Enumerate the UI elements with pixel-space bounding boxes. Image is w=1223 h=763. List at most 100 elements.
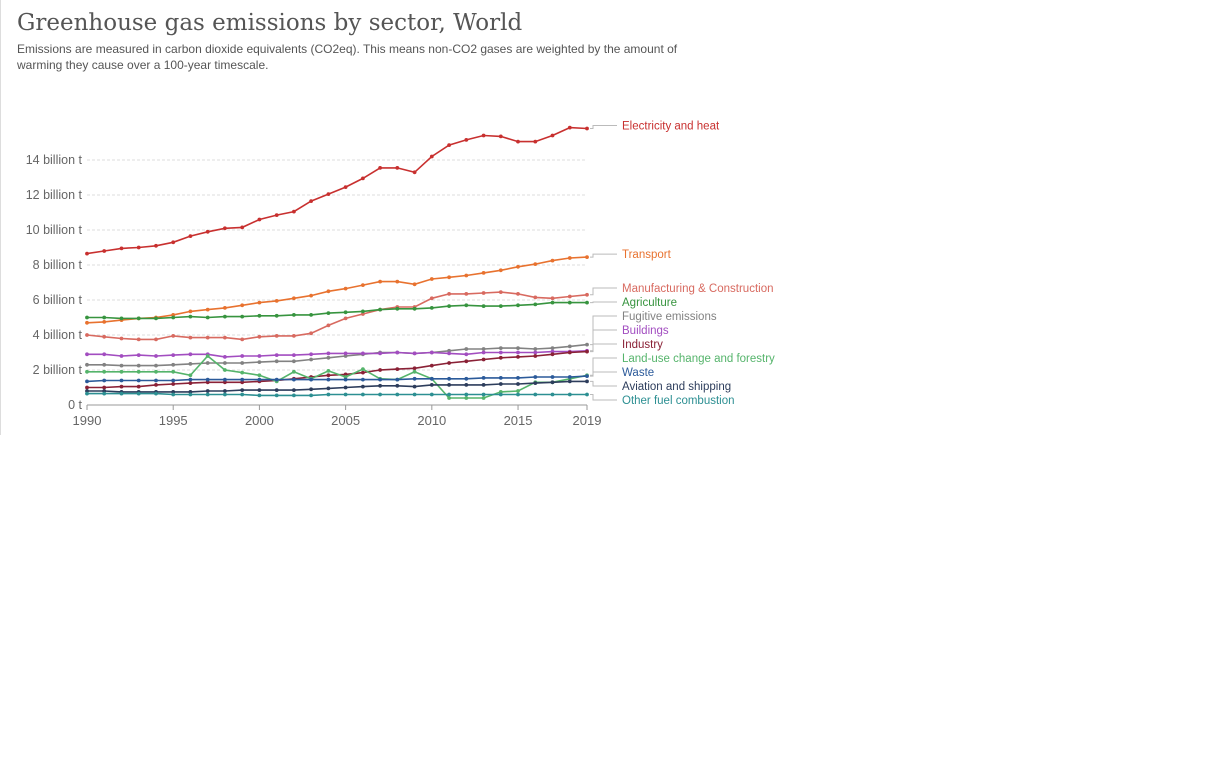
data-point-waste: [533, 375, 538, 379]
data-point-transport: [585, 255, 589, 259]
data-point-waste: [154, 378, 158, 383]
data-point-fugitive-emissions: [292, 359, 296, 364]
data-point-aviation-and-shipping: [188, 390, 193, 394]
data-point-manufacturing-construction: [498, 290, 503, 294]
data-point-other-fuel-combustion: [550, 392, 555, 397]
data-point-transport: [429, 277, 434, 281]
data-point-industry: [240, 380, 245, 385]
data-point-transport: [223, 306, 227, 310]
series-line-electricity-and-heat: [86, 126, 588, 255]
data-point-land-use-change-and-forestry: [154, 369, 158, 374]
data-point-fugitive-emissions: [274, 359, 279, 364]
data-point-industry: [464, 359, 469, 364]
data-point-aviation-and-shipping: [464, 383, 469, 387]
data-point-waste: [429, 376, 434, 381]
data-point-electricity-and-heat: [585, 126, 589, 131]
series-label-transport: Transport: [622, 249, 672, 261]
data-point-agriculture: [585, 300, 589, 305]
data-point-aviation-and-shipping: [361, 384, 365, 389]
series-line-aviation-and-shipping: [87, 380, 587, 393]
data-point-buildings: [240, 354, 245, 358]
data-point-fugitive-emissions: [188, 362, 193, 366]
data-point-other-fuel-combustion: [240, 392, 245, 397]
data-point-transport: [464, 273, 469, 278]
data-point-buildings: [429, 350, 434, 355]
data-point-waste: [171, 378, 176, 383]
data-point-other-fuel-combustion: [171, 392, 176, 397]
data-point-waste: [481, 376, 486, 380]
data-point-agriculture: [205, 315, 210, 320]
data-point-other-fuel-combustion: [464, 392, 469, 397]
y-tick-label: 10 billion t: [26, 223, 83, 237]
data-point-aviation-and-shipping: [481, 383, 486, 387]
label-connector: [590, 380, 617, 387]
data-point-land-use-change-and-forestry: [412, 369, 417, 374]
data-point-electricity-and-heat: [378, 166, 382, 170]
data-point-electricity-and-heat: [343, 185, 348, 190]
data-point-agriculture: [361, 309, 365, 314]
data-point-agriculture: [343, 310, 348, 315]
data-point-buildings: [309, 352, 313, 357]
data-point-aviation-and-shipping: [533, 381, 538, 385]
data-point-agriculture: [171, 315, 176, 320]
data-point-agriculture: [481, 304, 486, 308]
data-point-electricity-and-heat: [481, 133, 486, 138]
data-point-manufacturing-construction: [585, 292, 589, 297]
series-label-other-fuel-combustion: Other fuel combustion: [622, 395, 735, 407]
data-point-electricity-and-heat: [171, 240, 176, 245]
data-point-manufacturing-construction: [447, 292, 451, 296]
data-point-waste: [85, 379, 89, 384]
data-point-other-fuel-combustion: [154, 391, 158, 396]
data-point-aviation-and-shipping: [585, 379, 589, 384]
data-point-agriculture: [309, 313, 313, 317]
label-connector: [590, 357, 617, 376]
y-tick-label: 12 billion t: [26, 188, 83, 202]
data-point-waste: [550, 375, 555, 379]
data-point-manufacturing-construction: [119, 336, 124, 341]
data-point-aviation-and-shipping: [378, 383, 382, 388]
data-point-fugitive-emissions: [154, 363, 158, 368]
data-point-electricity-and-heat: [533, 139, 538, 144]
series-line-other-fuel-combustion: [87, 392, 587, 397]
data-point-other-fuel-combustion: [533, 392, 538, 397]
data-point-buildings: [119, 354, 124, 358]
data-point-electricity-and-heat: [395, 166, 400, 170]
data-point-transport: [361, 283, 365, 287]
data-point-buildings: [171, 353, 176, 357]
x-tick-label: 2019: [573, 413, 602, 428]
data-point-waste: [257, 377, 262, 382]
data-point-fugitive-emissions: [585, 342, 589, 347]
data-point-transport: [171, 313, 176, 317]
data-point-buildings: [102, 352, 107, 357]
axes: 0 t 2 billion t 4 billion t 6 billion t 8 bi…: [26, 153, 602, 428]
data-point-waste: [395, 377, 400, 382]
data-point-electricity-and-heat: [85, 251, 89, 256]
data-point-electricity-and-heat: [464, 138, 469, 142]
series-label-manufacturing-construction: Manufacturing & Construction: [622, 283, 774, 295]
data-point-other-fuel-combustion: [223, 392, 227, 397]
data-point-manufacturing-construction: [171, 334, 176, 338]
y-tick-label: 2 billion t: [33, 363, 83, 377]
data-point-other-fuel-combustion: [309, 393, 313, 398]
data-point-aviation-and-shipping: [171, 390, 176, 394]
series-label-buildings: Buildings: [622, 325, 669, 337]
data-point-agriculture: [102, 315, 107, 320]
data-point-transport: [550, 258, 555, 263]
left-frame-border: [0, 0, 1, 435]
data-point-industry: [481, 357, 486, 362]
data-point-transport: [188, 309, 193, 314]
data-point-electricity-and-heat: [309, 199, 313, 204]
data-point-waste: [223, 377, 227, 382]
label-connector: [590, 253, 617, 258]
data-point-land-use-change-and-forestry: [257, 373, 262, 378]
data-point-industry: [154, 383, 158, 387]
data-point-electricity-and-heat: [119, 246, 124, 251]
x-tick-label: 1990: [73, 413, 102, 428]
data-point-transport: [240, 303, 245, 308]
data-point-manufacturing-construction: [102, 334, 107, 339]
data-point-agriculture: [395, 306, 400, 311]
line-chart: 0 t 2 billion t 4 billion t 6 billion t 8 bi…: [26, 121, 775, 429]
data-point-other-fuel-combustion: [447, 392, 451, 397]
data-point-buildings: [326, 351, 331, 356]
x-tick-label: 2005: [331, 413, 360, 428]
